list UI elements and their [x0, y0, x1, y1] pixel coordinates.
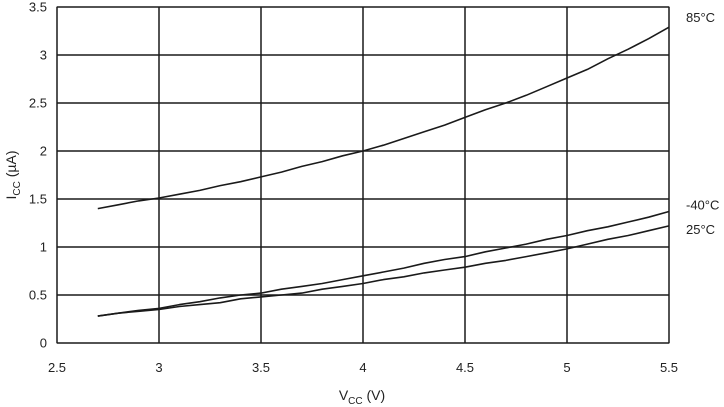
x-tick-label: 4 [359, 360, 366, 375]
y-tick-label: 1.5 [29, 192, 47, 207]
y-tick-labels: 0 0.5 1 1.5 2 2.5 3 3.5 [29, 0, 47, 351]
gridlines [56, 6, 670, 344]
x-tick-label: 5.5 [660, 360, 678, 375]
y-tick-label: 3.5 [29, 0, 47, 15]
x-axis-label: VCC (V) [339, 387, 385, 407]
y-axis-label-sub: CC [12, 181, 23, 195]
x-tick-label: 3 [155, 360, 162, 375]
x-tick-labels: 2.5 3 3.5 4 4.5 5 5.5 [48, 360, 678, 375]
x-tick-label: 3.5 [252, 360, 270, 375]
series-line-2 [97, 225, 670, 317]
y-tick-label: 1 [40, 240, 47, 255]
x-tick-label: 2.5 [48, 360, 66, 375]
y-tick-label: 0.5 [29, 288, 47, 303]
x-tick-label: 4.5 [456, 360, 474, 375]
series-line-0 [97, 26, 670, 210]
series-label-1: -40°C [686, 197, 719, 212]
y-tick-label: 2.5 [29, 96, 47, 111]
y-tick-label: 0 [40, 336, 47, 351]
y-axis-label: ICC (µA) [3, 151, 23, 200]
x-axis-label-unit: (V) [363, 387, 386, 403]
y-axis-label-main: I [3, 196, 19, 200]
y-tick-label: 3 [40, 48, 47, 63]
series-lines [97, 26, 670, 317]
y-axis-label-unit: (µA) [3, 151, 19, 182]
x-axis-label-sub: CC [348, 396, 362, 407]
y-tick-label: 2 [40, 144, 47, 159]
x-tick-label: 5 [563, 360, 570, 375]
series-label-2: 25°C [686, 222, 715, 237]
plot-frame [56, 6, 670, 344]
x-axis-label-main: V [339, 387, 349, 403]
series-labels: 85°C -40°C 25°C [686, 10, 719, 237]
series-label-0: 85°C [686, 10, 715, 25]
series-line-1 [97, 210, 670, 317]
